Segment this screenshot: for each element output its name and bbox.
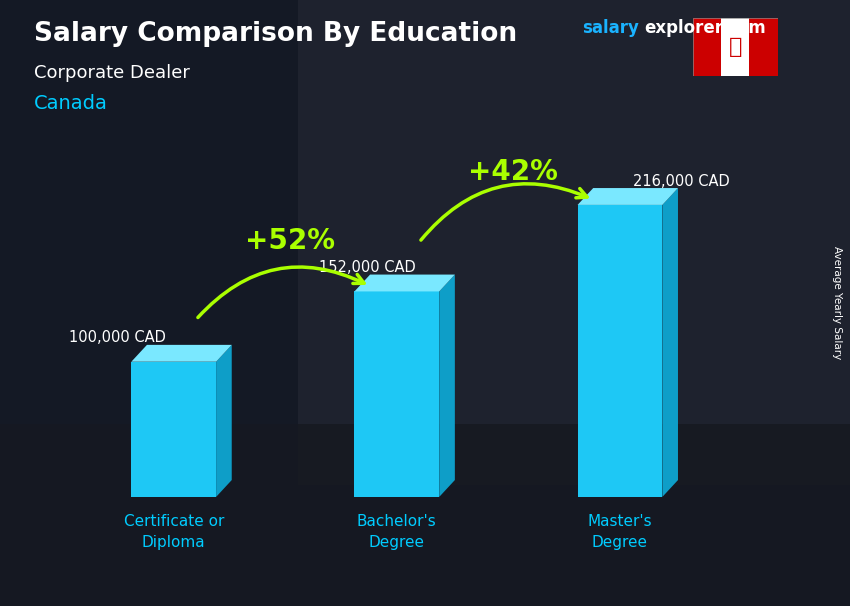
Polygon shape [578, 188, 678, 205]
Text: Average Yearly Salary: Average Yearly Salary [832, 247, 842, 359]
Polygon shape [721, 18, 750, 76]
Text: +52%: +52% [245, 227, 335, 255]
Polygon shape [354, 275, 455, 291]
Bar [0, 424, 850, 606]
Polygon shape [662, 188, 678, 497]
Text: Canada: Canada [34, 94, 108, 113]
Polygon shape [578, 205, 662, 497]
Text: Salary Comparison By Education: Salary Comparison By Education [34, 21, 517, 47]
Text: 🍁: 🍁 [728, 37, 742, 57]
Text: Corporate Dealer: Corporate Dealer [34, 64, 190, 82]
Text: +42%: +42% [468, 158, 558, 186]
Polygon shape [131, 345, 232, 362]
Text: 152,000 CAD: 152,000 CAD [319, 260, 416, 275]
Polygon shape [131, 362, 216, 497]
Text: explorer.com: explorer.com [644, 19, 766, 38]
Text: 216,000 CAD: 216,000 CAD [633, 173, 730, 188]
Polygon shape [354, 291, 439, 497]
Text: salary: salary [582, 19, 639, 38]
Bar [0, 0, 298, 424]
Polygon shape [439, 275, 455, 497]
Bar [298, 0, 850, 485]
Polygon shape [216, 345, 232, 497]
Polygon shape [693, 18, 721, 76]
Text: 100,000 CAD: 100,000 CAD [69, 330, 166, 345]
Polygon shape [750, 18, 778, 76]
